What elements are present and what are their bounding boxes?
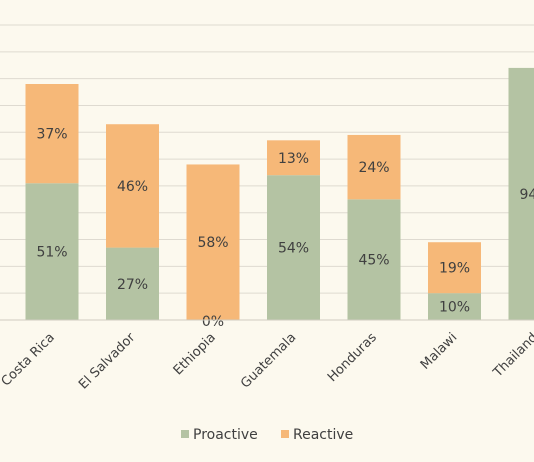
bar-proactive-costa-rica (25, 183, 79, 320)
legend-label-proactive: Proactive (193, 427, 258, 443)
legend-swatch-reactive (281, 430, 289, 438)
data-label: 0% (202, 314, 224, 330)
x-tick-label: Malawi (418, 330, 460, 372)
bar-proactive-thailand (508, 67, 534, 320)
legend-label-reactive: Reactive (293, 427, 353, 443)
data-label: 45% (358, 253, 389, 269)
legend: Proactive Reactive (181, 427, 353, 443)
data-label: 13% (278, 151, 309, 167)
bar-reactive-honduras (347, 134, 401, 200)
bar-proactive-el-salvador (106, 247, 159, 320)
x-tick-label: El Salvador (76, 330, 139, 393)
data-labels: 51% 37% 27% 46% 0% 58% 54% 13% 45% 24% 10% 19% 94% (36, 127, 534, 330)
data-label: 46% (117, 179, 148, 195)
data-label: 24% (358, 160, 389, 176)
x-tick-label: Ethiopia (171, 330, 219, 378)
bar-reactive-el-salvador (106, 124, 159, 248)
bar-proactive-guatemala (267, 175, 320, 320)
data-label: 54% (278, 241, 309, 257)
bar-proactive-malawi (428, 293, 481, 320)
bar-reactive-costa-rica (25, 84, 79, 184)
data-label: 58% (197, 235, 228, 251)
data-label: 51% (36, 245, 67, 261)
x-tick-label: Guatemala (238, 330, 299, 391)
bar-reactive-ethiopia (186, 164, 240, 320)
x-tick-label: Thailand (490, 330, 534, 381)
bar-reactive-guatemala (267, 140, 320, 176)
bar-reactive-malawi (428, 242, 481, 294)
x-tick-labels: Costa Rica El Salvador Ethiopia Guatemala Ho… (0, 330, 534, 393)
x-tick-label: Honduras (325, 330, 380, 385)
bars (25, 67, 534, 320)
bar-proactive-honduras (347, 199, 401, 320)
data-label: 37% (36, 127, 67, 143)
data-label: 94% (519, 187, 534, 203)
data-label: 10% (439, 300, 470, 316)
data-label: 27% (117, 277, 148, 293)
legend-swatch-proactive (181, 430, 189, 438)
x-tick-label: Costa Rica (0, 330, 58, 389)
data-label: 19% (439, 261, 470, 277)
